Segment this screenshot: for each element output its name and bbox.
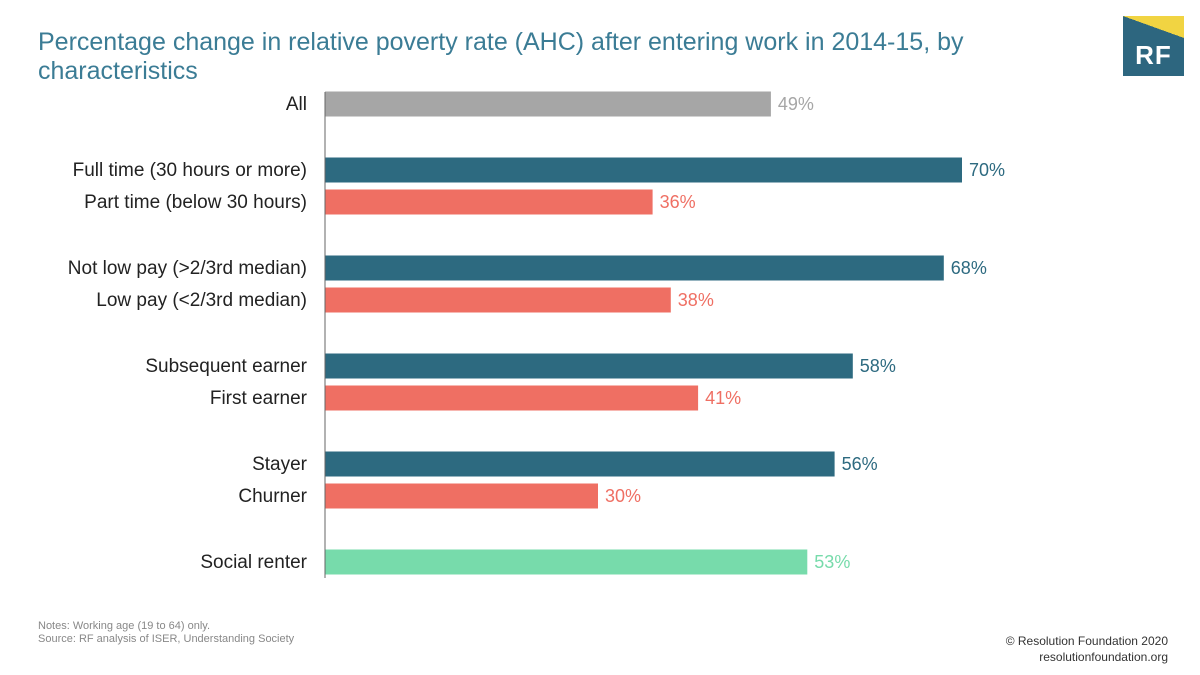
category-label: First earner (210, 388, 308, 409)
category-label: Not low pay (>2/3rd median) (68, 258, 307, 279)
category-label: Full time (30 hours or more) (73, 160, 307, 181)
value-label: 41% (705, 388, 741, 408)
website-link[interactable]: resolutionfoundation.org (1039, 650, 1168, 664)
bar (325, 91, 771, 117)
category-label: Stayer (252, 454, 308, 475)
bar (325, 189, 653, 215)
bar (325, 385, 699, 411)
source-line: Source: RF analysis of ISER, Understandi… (38, 633, 295, 645)
value-label: 68% (951, 258, 987, 278)
bar (325, 451, 835, 477)
value-label: 38% (678, 290, 714, 310)
bar (325, 255, 944, 281)
value-label: 36% (660, 192, 696, 212)
chart-notes: Notes: Working age (19 to 64) only. Sour… (38, 620, 294, 646)
category-label: Subsequent earner (145, 356, 307, 377)
bar (325, 353, 853, 379)
bar (325, 287, 671, 313)
value-label: 30% (605, 486, 641, 506)
footer: © Resolution Foundation 2020 resolutionf… (1006, 633, 1168, 665)
value-label: 49% (778, 94, 814, 114)
value-label: 53% (814, 552, 850, 572)
logo-accent (1123, 16, 1184, 38)
rf-logo: RF (1123, 16, 1184, 76)
value-label: 70% (969, 160, 1005, 180)
copyright-text: © Resolution Foundation 2020 (1005, 634, 1168, 648)
value-label: 56% (842, 454, 878, 474)
category-label: Social renter (200, 552, 307, 573)
bar (325, 157, 962, 183)
category-label: All (286, 94, 307, 115)
bar (325, 483, 598, 509)
category-label: Churner (238, 486, 307, 507)
chart-title: Percentage change in relative poverty ra… (38, 28, 964, 85)
logo-text: RF (1135, 40, 1172, 70)
category-label: Low pay (<2/3rd median) (96, 290, 307, 311)
value-label: 58% (860, 356, 896, 376)
category-label: Part time (below 30 hours) (84, 192, 307, 213)
bar (325, 549, 808, 575)
notes-line: Notes: Working age (19 to 64) only. (38, 620, 211, 632)
